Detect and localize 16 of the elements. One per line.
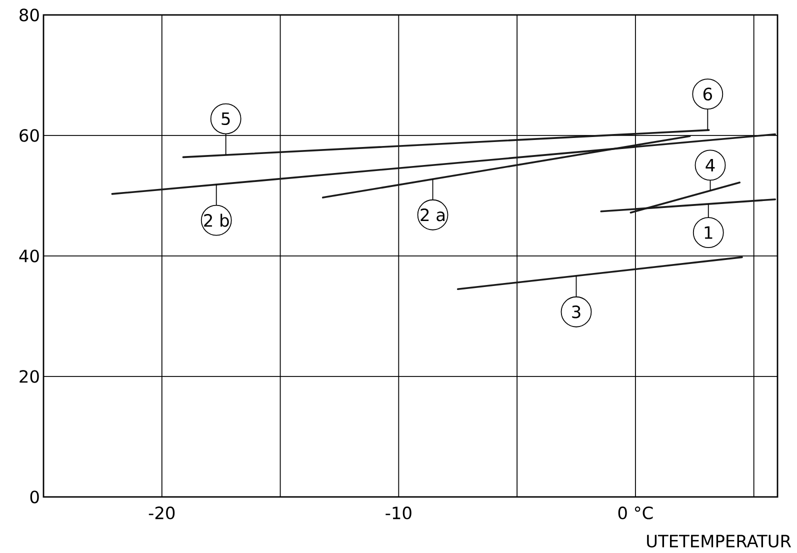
annotation: 5 — [222, 112, 230, 126]
y-tick-label: 0 — [30, 490, 39, 504]
x-axis-title: UTETEMPERATUR — [647, 534, 792, 548]
annotation: 1 — [704, 226, 712, 239]
annotation: 6 — [703, 88, 712, 100]
x-tick-label: -10 — [386, 506, 412, 520]
x-tick-label: -20 — [148, 506, 175, 520]
y-tick-label: 60 — [20, 129, 39, 142]
annotation: 4 — [706, 159, 715, 172]
y-tick-label: 40 — [19, 250, 39, 262]
y-tick-label: 20 — [20, 370, 39, 383]
annotation: 2 a — [420, 208, 444, 222]
y-tick-label: 80 — [20, 8, 39, 22]
x-tick-label: 0 °C — [618, 506, 653, 520]
annotation: 3 — [572, 305, 580, 318]
annotation: 2 b — [204, 214, 229, 227]
